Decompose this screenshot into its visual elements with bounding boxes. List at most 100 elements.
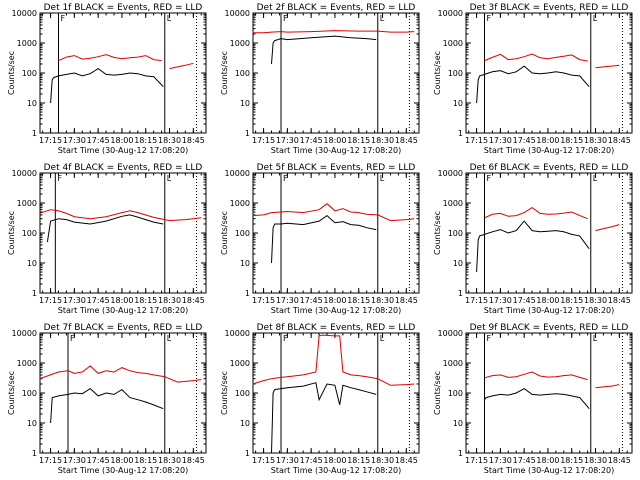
y-tick-label: 10 bbox=[453, 259, 463, 268]
y-tick-label: 1000 bbox=[17, 39, 37, 48]
x-tick-label: 17:30 bbox=[489, 456, 512, 465]
x-tick-label: 18:30 bbox=[371, 456, 394, 465]
y-tick-label: 10 bbox=[453, 99, 463, 108]
x-tick-label: 18:30 bbox=[158, 296, 181, 305]
x-tick-label: 17:30 bbox=[63, 296, 86, 305]
x-tick-label: 17:30 bbox=[489, 136, 512, 145]
y-tick-label: 10000 bbox=[225, 9, 250, 18]
y-tick-label: 100 bbox=[22, 389, 37, 398]
marker-label-l: L bbox=[380, 334, 385, 343]
y-tick-label: 10 bbox=[27, 419, 37, 428]
marker-label-l: L bbox=[380, 14, 385, 23]
y-tick-label: 100 bbox=[448, 389, 463, 398]
y-tick-label: 1000 bbox=[443, 199, 463, 208]
y-tick-label: 1 bbox=[32, 129, 37, 138]
x-tick-label: 18:00 bbox=[323, 136, 346, 145]
y-tick-label: 1 bbox=[32, 449, 37, 458]
x-tick-label: 17:15 bbox=[465, 136, 488, 145]
x-axis-label: Start Time (30-Aug-12 17:08:20) bbox=[271, 306, 402, 315]
y-tick-label: 10000 bbox=[12, 329, 37, 338]
y-tick-label: 10000 bbox=[438, 329, 463, 338]
lld-series-line bbox=[58, 54, 194, 70]
y-tick-label: 10 bbox=[240, 419, 250, 428]
x-tick-label: 18:00 bbox=[110, 296, 133, 305]
panel-title: Det 1f BLACK = Events, RED = LLD bbox=[44, 3, 203, 13]
panel-title: Det 4f BLACK = Events, RED = LLD bbox=[44, 163, 203, 173]
x-tick-label: 18:00 bbox=[110, 456, 133, 465]
detector-panel-7: Det 7f BLACK = Events, RED = LLD 1 10 100 10… bbox=[7, 323, 207, 475]
marker-label-f: F bbox=[487, 14, 492, 23]
y-tick-label: 10 bbox=[240, 259, 250, 268]
marker-label-f: F bbox=[283, 334, 288, 343]
x-tick-label: 18:30 bbox=[158, 136, 181, 145]
x-tick-label: 17:45 bbox=[513, 136, 536, 145]
lld-series-line bbox=[484, 206, 620, 232]
y-tick-label: 1000 bbox=[230, 39, 250, 48]
y-axis-label: Counts/sec bbox=[220, 211, 229, 255]
events-series-line bbox=[46, 214, 164, 243]
y-axis-label: Counts/sec bbox=[7, 211, 16, 255]
x-axis-label: Start Time (30-Aug-12 17:08:20) bbox=[58, 146, 189, 155]
panel-title: Det 5f BLACK = Events, RED = LLD bbox=[257, 163, 416, 173]
panel-title: Det 2f BLACK = Events, RED = LLD bbox=[257, 3, 416, 13]
x-tick-label: 18:00 bbox=[536, 456, 559, 465]
x-tick-label: 18:45 bbox=[608, 136, 631, 145]
y-tick-label: 1 bbox=[245, 289, 250, 298]
y-axis-label: Counts/sec bbox=[220, 51, 229, 95]
plot-frame bbox=[252, 172, 420, 294]
x-tick-label: 18:15 bbox=[347, 296, 370, 305]
lld-series-line bbox=[39, 209, 202, 222]
marker-label-f: F bbox=[283, 174, 288, 183]
y-tick-label: 10000 bbox=[225, 329, 250, 338]
y-tick-label: 100 bbox=[448, 69, 463, 78]
lld-series-line bbox=[252, 334, 415, 386]
y-tick-label: 1000 bbox=[443, 359, 463, 368]
lld-series-line bbox=[252, 30, 415, 34]
x-tick-label: 18:45 bbox=[395, 456, 418, 465]
x-tick-label: 18:30 bbox=[584, 136, 607, 145]
y-tick-label: 10000 bbox=[438, 169, 463, 178]
panel-title: Det 7f BLACK = Events, RED = LLD bbox=[44, 323, 203, 333]
x-tick-label: 17:45 bbox=[87, 456, 110, 465]
x-tick-label: 18:45 bbox=[608, 456, 631, 465]
marker-label-f: F bbox=[283, 14, 288, 23]
y-tick-label: 10000 bbox=[12, 9, 37, 18]
x-tick-label: 18:00 bbox=[536, 296, 559, 305]
y-axis-label: Counts/sec bbox=[433, 371, 442, 415]
marker-label-l: L bbox=[593, 174, 598, 183]
x-tick-label: 18:45 bbox=[608, 296, 631, 305]
plot-frame bbox=[39, 172, 207, 294]
lld-series-line bbox=[252, 203, 415, 222]
y-tick-label: 100 bbox=[22, 229, 37, 238]
events-series-line bbox=[50, 67, 164, 104]
marker-label-l: L bbox=[167, 334, 172, 343]
y-tick-label: 1 bbox=[32, 289, 37, 298]
x-tick-label: 17:15 bbox=[465, 456, 488, 465]
detector-panel-4: Det 4f BLACK = Events, RED = LLD 1 10 100 10… bbox=[7, 163, 207, 315]
y-tick-label: 1 bbox=[458, 449, 463, 458]
x-tick-label: 17:30 bbox=[276, 296, 299, 305]
events-series-line bbox=[271, 214, 377, 264]
y-axis-label: Counts/sec bbox=[7, 51, 16, 95]
events-series-line bbox=[271, 382, 377, 454]
lld-series-line bbox=[484, 371, 620, 389]
detector-panel-2: Det 2f BLACK = Events, RED = LLD 1 10 100 10… bbox=[220, 3, 420, 155]
x-tick-label: 17:30 bbox=[489, 296, 512, 305]
plot-frame bbox=[465, 172, 633, 294]
x-axis-label: Start Time (30-Aug-12 17:08:20) bbox=[58, 306, 189, 315]
marker-label-f: F bbox=[57, 174, 62, 183]
x-tick-label: 18:45 bbox=[182, 136, 205, 145]
plot-frame bbox=[252, 332, 420, 454]
panel-title: Det 3f BLACK = Events, RED = LLD bbox=[470, 3, 629, 13]
x-tick-label: 17:45 bbox=[300, 456, 323, 465]
x-tick-label: 18:15 bbox=[347, 456, 370, 465]
x-tick-label: 17:30 bbox=[276, 136, 299, 145]
x-tick-label: 17:30 bbox=[276, 456, 299, 465]
x-tick-label: 18:15 bbox=[560, 136, 583, 145]
plot-frame bbox=[39, 332, 207, 454]
x-tick-label: 17:15 bbox=[252, 296, 275, 305]
detector-panel-8: Det 8f BLACK = Events, RED = LLD 1 10 100 10… bbox=[220, 323, 420, 475]
y-tick-label: 10 bbox=[453, 419, 463, 428]
marker-label-f: F bbox=[70, 334, 75, 343]
x-tick-label: 18:30 bbox=[584, 296, 607, 305]
